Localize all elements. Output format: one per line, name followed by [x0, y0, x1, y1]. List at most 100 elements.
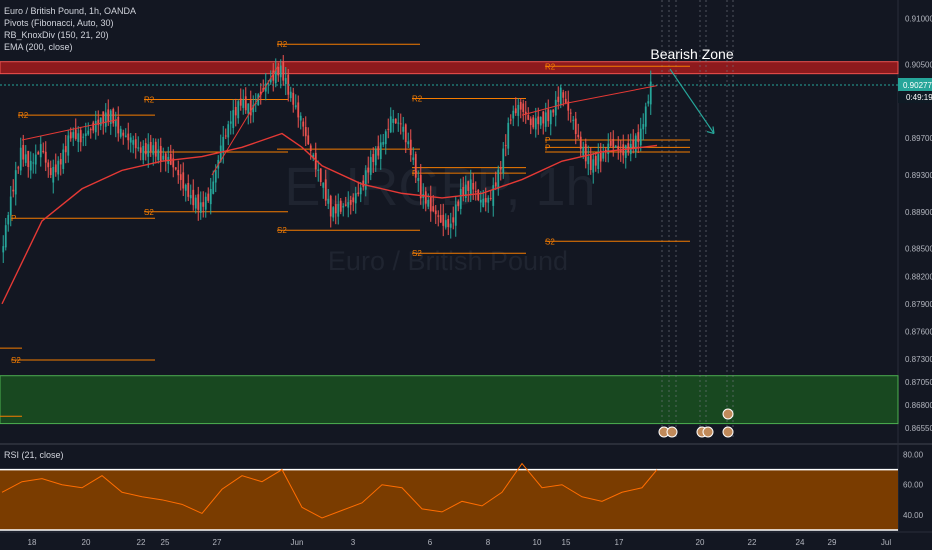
divergence-line: [521, 102, 568, 116]
event-badge-icon[interactable]: [722, 426, 734, 438]
candle-body: [464, 184, 467, 199]
candle-body: [354, 193, 357, 204]
candle-body: [599, 150, 602, 162]
time-tick-label: 24: [796, 538, 805, 547]
legend-ema[interactable]: EMA (200, close): [4, 42, 73, 52]
candle-body: [434, 210, 437, 215]
candle-body: [242, 99, 245, 108]
candle-body: [472, 182, 475, 190]
candle-body: [264, 83, 267, 92]
legend-pivots[interactable]: Pivots (Fibonacci, Auto, 30): [4, 18, 114, 28]
ema-200-line: [1, 132, 658, 305]
candle-body: [47, 162, 50, 168]
candle-body: [419, 174, 422, 199]
candle-body: [34, 154, 37, 165]
time-tick-label: 3: [351, 538, 356, 547]
time-tick-label: Jun: [291, 538, 304, 547]
candle-body: [322, 182, 325, 188]
candle-body: [154, 141, 157, 157]
pivot-label-r2: R2: [144, 95, 155, 104]
price-tick-label: 0.87900: [905, 300, 932, 309]
pivot-label-p: P: [545, 143, 550, 152]
candle-body: [372, 154, 375, 162]
candle-body: [69, 132, 72, 139]
candle-body: [332, 207, 335, 218]
pivot-label-s2: S2: [545, 237, 555, 246]
legend-symbol[interactable]: Euro / British Pound, 1h, OANDA: [4, 6, 137, 16]
candle-body: [307, 135, 310, 145]
candle-body: [27, 150, 30, 168]
candle-body: [197, 194, 200, 210]
time-tick-label: Jul: [881, 538, 891, 547]
candle-body: [414, 154, 417, 178]
time-tick-label: 18: [28, 538, 37, 547]
candle-body: [157, 149, 160, 161]
candle-body: [317, 169, 320, 171]
candle-body: [467, 181, 470, 192]
candle-body: [597, 154, 600, 170]
candle-body: [274, 69, 277, 84]
candle-body: [52, 166, 55, 183]
candle-body: [14, 170, 17, 195]
candle-body: [162, 155, 165, 160]
last-price-badge[interactable]: [898, 77, 932, 91]
rsi-legend[interactable]: RSI (21, close): [4, 450, 64, 460]
candle-body: [499, 167, 502, 170]
time-tick-label: 29: [828, 538, 837, 547]
candle-body: [609, 140, 612, 146]
bearish-arrow[interactable]: [669, 68, 715, 134]
candle-body: [342, 205, 345, 208]
price-tick-label: 0.88900: [905, 208, 932, 217]
candle-body: [584, 143, 587, 162]
countdown-badge: [898, 91, 932, 103]
zone-support[interactable]: [0, 375, 899, 425]
time-tick-label: 25: [161, 538, 170, 547]
candle-body: [252, 104, 255, 113]
candle-body: [397, 122, 400, 124]
candle-body: [592, 159, 595, 173]
pivot-label-r2: R2: [412, 95, 423, 104]
divergence-line: [566, 85, 658, 104]
candle-body: [82, 136, 85, 138]
candle-body: [107, 109, 110, 122]
candle-body: [509, 119, 512, 121]
candle-body: [602, 151, 605, 159]
candle-body: [72, 132, 75, 138]
legend-knoxdiv[interactable]: RB_KnoxDiv (150, 21, 20): [4, 30, 109, 40]
candle-body: [534, 118, 537, 130]
candle-body: [449, 223, 452, 228]
candle-body: [482, 198, 485, 208]
candle-body: [54, 164, 57, 173]
candle-body: [412, 157, 415, 160]
zone-resistance[interactable]: [0, 61, 899, 75]
event-badge-icon[interactable]: [722, 408, 734, 420]
candle-body: [74, 129, 77, 139]
candle-body: [37, 152, 40, 155]
candle-body: [194, 197, 197, 209]
candle-body: [159, 145, 162, 162]
event-badge-icon[interactable]: [666, 426, 678, 438]
candle-body: [517, 104, 520, 116]
candle-body: [552, 109, 555, 113]
candle-body: [314, 152, 317, 170]
candle-body: [407, 141, 410, 145]
candle-body: [272, 70, 275, 81]
candle-body: [147, 144, 150, 157]
candle-body: [174, 167, 177, 170]
arrow-head-icon: [706, 126, 715, 135]
candle-body: [67, 135, 70, 156]
candle-body: [319, 168, 322, 183]
candle-body: [89, 129, 92, 131]
rsi-band-fill: [0, 469, 898, 530]
candle-body: [2, 246, 5, 253]
time-tick-label: 6: [428, 538, 433, 547]
candle-body: [202, 202, 205, 207]
candle-body: [527, 115, 530, 120]
candle-body: [324, 179, 327, 201]
candle-body: [539, 116, 542, 126]
candle-body: [22, 145, 25, 160]
candle-body: [64, 146, 67, 153]
candle-body: [339, 200, 342, 212]
event-badge-icon[interactable]: [702, 426, 714, 438]
